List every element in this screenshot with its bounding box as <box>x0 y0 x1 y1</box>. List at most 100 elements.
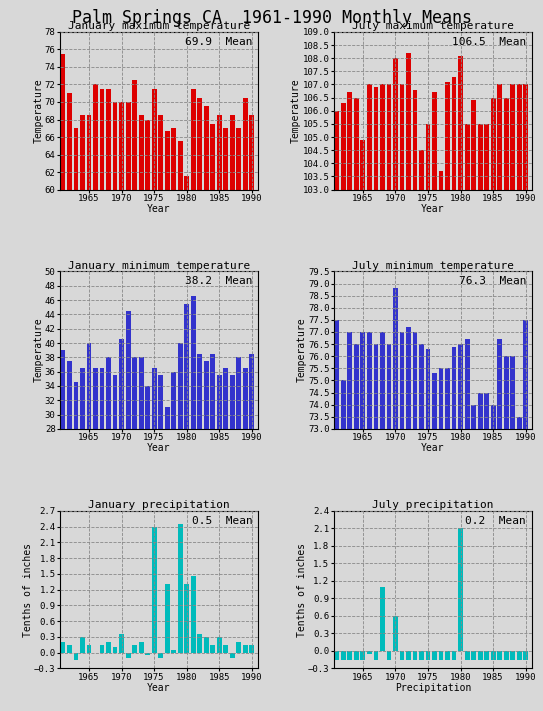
Bar <box>471 651 476 660</box>
Bar <box>491 97 496 190</box>
Bar <box>510 85 515 190</box>
Bar <box>243 645 248 653</box>
Bar <box>406 53 411 190</box>
Bar <box>354 651 359 660</box>
Bar <box>491 405 496 429</box>
Bar <box>204 637 209 653</box>
Bar <box>439 171 444 190</box>
Bar <box>125 653 130 658</box>
Text: 106.5  Mean: 106.5 Mean <box>452 37 526 47</box>
Bar <box>204 361 209 429</box>
Bar <box>158 115 163 190</box>
Bar <box>393 616 398 651</box>
Bar <box>504 651 509 660</box>
Bar <box>217 115 222 190</box>
Bar <box>67 645 72 653</box>
Title: January precipitation: January precipitation <box>88 500 230 510</box>
Bar <box>367 85 372 190</box>
Bar <box>523 85 528 190</box>
Y-axis label: Tenths of inches: Tenths of inches <box>23 542 33 636</box>
Bar <box>67 361 72 429</box>
Bar <box>432 651 437 660</box>
Bar <box>191 89 195 190</box>
Bar <box>452 77 457 190</box>
Bar <box>348 92 352 190</box>
Text: 38.2  Mean: 38.2 Mean <box>185 276 252 286</box>
Bar <box>517 417 522 429</box>
Bar <box>184 304 189 429</box>
Bar <box>426 651 431 660</box>
Bar <box>243 97 248 190</box>
Bar <box>361 332 365 429</box>
Bar <box>60 642 65 653</box>
X-axis label: Precipitation: Precipitation <box>395 683 471 693</box>
Bar <box>236 358 241 429</box>
Bar <box>439 651 444 660</box>
Bar <box>119 339 124 429</box>
Bar <box>341 651 346 660</box>
Bar <box>132 80 137 190</box>
Bar <box>73 383 78 429</box>
Bar <box>249 354 254 429</box>
Text: Palm Springs CA  1961-1990 Monthly Means: Palm Springs CA 1961-1990 Monthly Means <box>72 9 471 26</box>
Bar <box>458 528 463 651</box>
Bar <box>93 85 98 190</box>
Bar <box>178 141 182 190</box>
Bar <box>374 87 378 190</box>
Bar <box>132 645 137 653</box>
Bar <box>112 647 117 653</box>
Bar <box>497 339 502 429</box>
Bar <box>348 332 352 429</box>
Bar <box>223 645 228 653</box>
Text: 0.5  Mean: 0.5 Mean <box>192 515 252 525</box>
Bar <box>210 645 215 653</box>
Bar <box>445 368 450 429</box>
Bar <box>112 375 117 429</box>
Text: 0.2  Mean: 0.2 Mean <box>465 515 526 525</box>
Bar <box>197 354 202 429</box>
Bar <box>439 368 444 429</box>
Bar <box>145 386 150 429</box>
Bar <box>138 358 143 429</box>
Bar <box>484 392 489 429</box>
Bar <box>426 349 431 429</box>
Bar <box>80 368 85 429</box>
Bar <box>374 651 378 660</box>
Bar <box>432 373 437 429</box>
Bar <box>230 653 235 658</box>
Bar <box>445 651 450 660</box>
Bar <box>452 346 457 429</box>
Bar <box>393 58 398 190</box>
Title: January minimum temperature: January minimum temperature <box>68 261 250 271</box>
Bar <box>93 368 98 429</box>
Bar <box>119 634 124 653</box>
Bar <box>426 124 431 190</box>
Bar <box>171 372 176 429</box>
Bar <box>458 55 463 190</box>
Bar <box>523 320 528 429</box>
Bar <box>419 344 424 429</box>
Bar <box>151 89 156 190</box>
Title: July precipitation: July precipitation <box>372 500 494 510</box>
Bar <box>125 311 130 429</box>
Bar <box>348 651 352 660</box>
Bar <box>197 634 202 653</box>
Bar <box>354 344 359 429</box>
Bar <box>197 97 202 190</box>
Bar <box>158 375 163 429</box>
Bar <box>99 89 104 190</box>
Bar <box>210 124 215 190</box>
Bar <box>184 584 189 653</box>
Y-axis label: Temperature: Temperature <box>296 318 307 383</box>
Bar <box>80 637 85 653</box>
Bar <box>419 651 424 660</box>
Bar <box>510 356 515 429</box>
Bar <box>491 651 496 660</box>
Bar <box>517 85 522 190</box>
Y-axis label: Temperature: Temperature <box>291 78 301 143</box>
Bar <box>400 332 405 429</box>
Bar <box>413 332 418 429</box>
Bar <box>367 332 372 429</box>
Bar <box>60 351 65 429</box>
Bar <box>361 139 365 190</box>
